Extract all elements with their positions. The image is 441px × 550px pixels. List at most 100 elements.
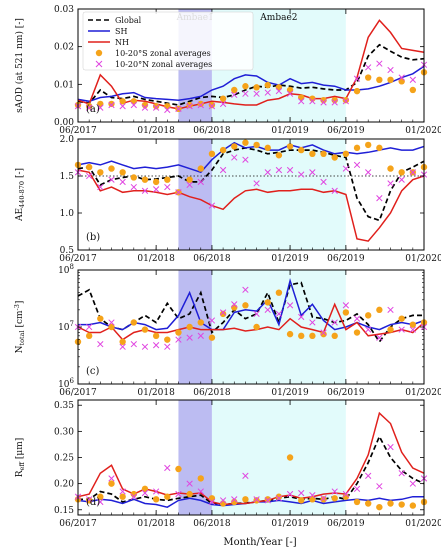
data-point bbox=[376, 76, 383, 84]
data-point bbox=[387, 76, 394, 84]
data-point bbox=[108, 100, 115, 108]
legend-swatch bbox=[95, 49, 103, 57]
data-point bbox=[409, 86, 417, 94]
x-tick-label: 06/2018 bbox=[193, 126, 231, 136]
y-axis-label: AE440-870 [-] bbox=[15, 168, 26, 222]
data-point bbox=[309, 491, 316, 499]
data-point bbox=[275, 495, 283, 502]
data-point bbox=[219, 166, 227, 174]
series-10-20-n-zonal-averages bbox=[74, 286, 428, 350]
data-point bbox=[365, 64, 372, 71]
data-point bbox=[398, 74, 405, 81]
data-point bbox=[152, 342, 160, 349]
series-global bbox=[77, 147, 425, 222]
data-point bbox=[298, 489, 305, 497]
data-point bbox=[298, 332, 305, 340]
data-point bbox=[286, 454, 294, 461]
data-point bbox=[264, 299, 271, 306]
data-point bbox=[97, 498, 104, 506]
y-tick-label: 106 bbox=[58, 377, 74, 390]
x-tick-label: 06/2018 bbox=[193, 388, 231, 398]
data-point bbox=[219, 497, 227, 504]
data-point bbox=[275, 493, 283, 500]
data-point bbox=[364, 74, 372, 81]
data-point bbox=[342, 490, 350, 498]
data-point bbox=[387, 165, 394, 172]
x-tick-label: 01/2020 bbox=[405, 388, 441, 398]
data-point bbox=[175, 490, 182, 498]
x-tick-label: 06/2017 bbox=[59, 388, 97, 398]
y-tick-label: 0.03 bbox=[54, 5, 74, 15]
data-point bbox=[219, 100, 227, 108]
data-point bbox=[86, 104, 93, 111]
data-point bbox=[364, 312, 372, 319]
panel-label: (a) bbox=[86, 104, 100, 115]
data-point bbox=[119, 343, 126, 350]
data-point bbox=[331, 488, 338, 495]
y-tick-label: 0.35 bbox=[54, 401, 74, 411]
panel-a: Ambae1Ambae20.000.010.020.0306/201701/20… bbox=[14, 5, 441, 136]
data-point bbox=[208, 498, 216, 506]
data-point bbox=[342, 309, 350, 316]
data-point bbox=[264, 81, 271, 89]
data-point bbox=[108, 323, 115, 331]
x-tick-label: 01/2018 bbox=[137, 126, 175, 136]
data-point bbox=[398, 501, 405, 508]
data-point bbox=[298, 146, 305, 154]
data-point bbox=[119, 338, 126, 345]
data-point bbox=[231, 91, 238, 99]
data-point bbox=[387, 180, 394, 187]
data-point bbox=[387, 66, 394, 74]
data-point bbox=[219, 310, 227, 318]
data-point bbox=[119, 493, 126, 500]
data-point bbox=[219, 500, 227, 507]
data-point bbox=[242, 496, 249, 503]
legend-box bbox=[82, 11, 254, 71]
data-point bbox=[376, 503, 383, 511]
data-point bbox=[253, 496, 260, 503]
data-point bbox=[130, 493, 137, 500]
data-point bbox=[342, 150, 350, 157]
data-point bbox=[197, 319, 204, 326]
data-point bbox=[242, 156, 249, 163]
data-point bbox=[331, 187, 338, 194]
data-point bbox=[97, 104, 104, 111]
x-tick-label: 01/2020 bbox=[405, 126, 441, 136]
data-point bbox=[286, 86, 294, 94]
data-point bbox=[286, 302, 294, 309]
x-tick-label: 06/2018 bbox=[193, 519, 231, 529]
data-point bbox=[365, 472, 372, 479]
data-point bbox=[219, 146, 227, 154]
data-point bbox=[97, 493, 104, 500]
data-point bbox=[342, 96, 350, 104]
data-point bbox=[342, 165, 350, 172]
series-line bbox=[77, 302, 425, 341]
data-point bbox=[320, 96, 327, 104]
series-line bbox=[77, 147, 425, 222]
data-point bbox=[309, 332, 316, 340]
data-point bbox=[186, 334, 193, 341]
data-point bbox=[197, 488, 204, 495]
x-tick-label: 01/2018 bbox=[137, 388, 175, 398]
data-point bbox=[186, 323, 193, 331]
panel-c: 106 107 108 06/2017 01/2018 06/2018 01/2019 06/… bbox=[13, 263, 441, 398]
data-point bbox=[242, 83, 249, 90]
data-point bbox=[253, 497, 260, 504]
data-point bbox=[164, 176, 171, 183]
data-point bbox=[365, 326, 372, 333]
data-point bbox=[242, 286, 249, 293]
data-point bbox=[141, 187, 149, 194]
x-tick-label: 06/2019 bbox=[327, 519, 365, 529]
shaded-period-1 bbox=[178, 270, 212, 384]
series-sh bbox=[77, 65, 425, 103]
data-point bbox=[164, 336, 171, 343]
data-point bbox=[309, 98, 316, 105]
data-point bbox=[208, 334, 216, 341]
data-point bbox=[164, 493, 171, 500]
data-point bbox=[86, 496, 93, 503]
data-point bbox=[208, 317, 216, 324]
x-tick-label: 06/2019 bbox=[327, 126, 365, 136]
data-point bbox=[197, 165, 204, 172]
data-point bbox=[175, 465, 182, 473]
x-tick-label: 01/2020 bbox=[405, 519, 441, 529]
